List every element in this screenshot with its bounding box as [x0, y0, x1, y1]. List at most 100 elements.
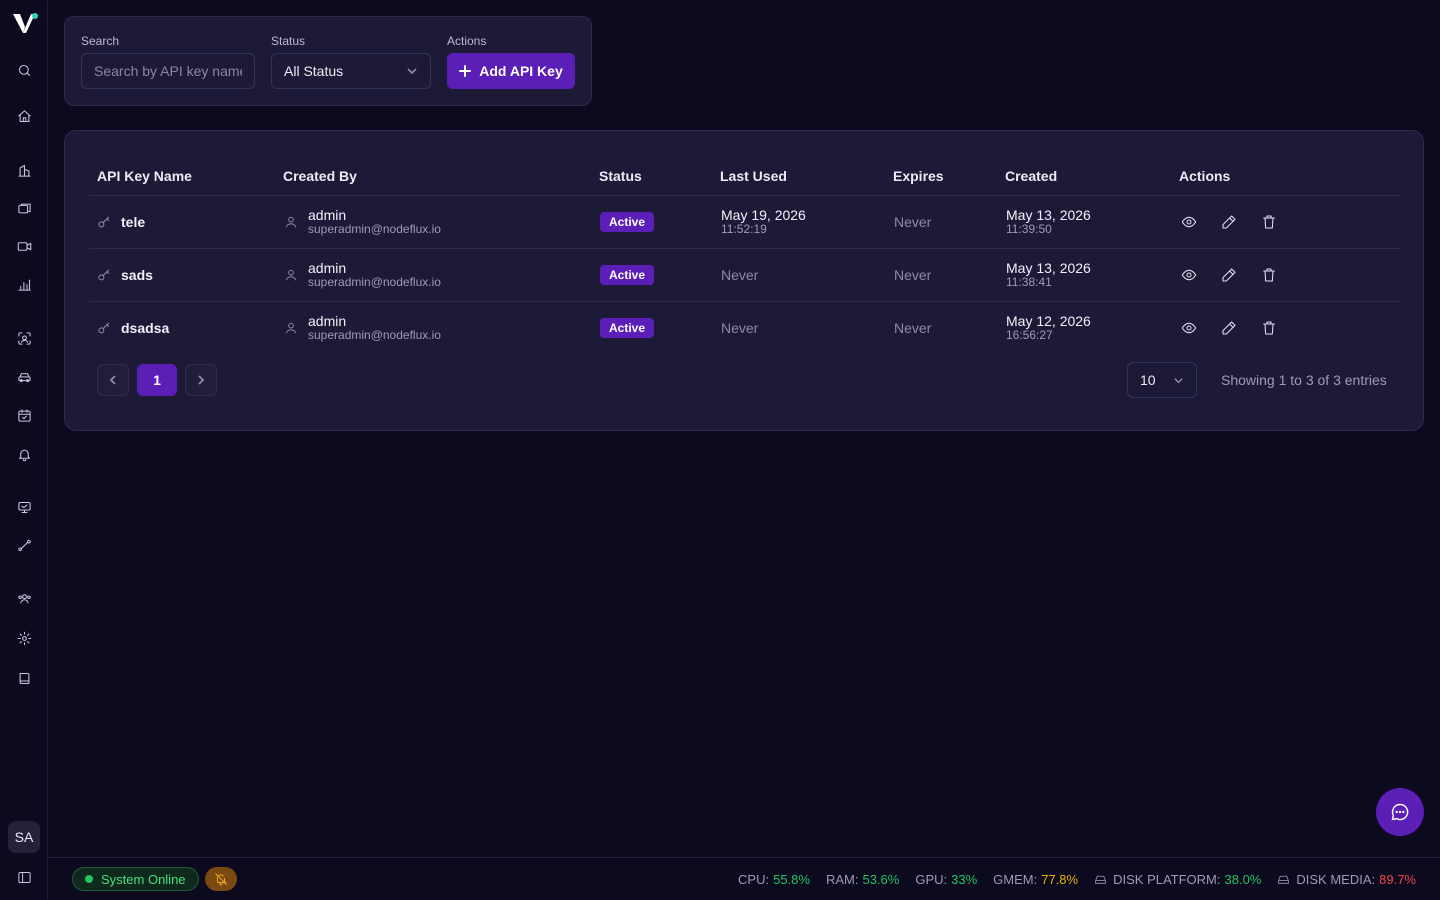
- created-by-cell: admin superadmin@nodeflux.io: [284, 196, 441, 248]
- gmem-value: 77.8%: [1041, 871, 1079, 887]
- created-time: 11:38:41: [1006, 275, 1052, 290]
- edit-icon[interactable]: [1220, 213, 1238, 231]
- status-label: Status: [271, 34, 306, 48]
- last-used-cell: May 19, 2026 11:52:19: [721, 196, 806, 248]
- header-status: Status: [599, 168, 642, 184]
- created-time: 11:39:50: [1006, 222, 1052, 237]
- camera-icon[interactable]: [14, 236, 34, 256]
- settings-icon[interactable]: [14, 628, 34, 648]
- online-dot-icon: [85, 875, 93, 883]
- next-page-button[interactable]: [185, 364, 217, 396]
- gpu-label: GPU:: [915, 871, 948, 887]
- edit-icon[interactable]: [1220, 266, 1238, 284]
- key-name-cell: dsadsa: [97, 302, 169, 354]
- view-icon[interactable]: [1180, 213, 1198, 231]
- actions-cell: [1180, 302, 1278, 354]
- delete-icon[interactable]: [1260, 266, 1278, 284]
- expires-cell: Never: [894, 249, 931, 301]
- ram-value: 53.6%: [862, 871, 900, 887]
- delete-icon[interactable]: [1260, 213, 1278, 231]
- last-used-date: May 19, 2026: [721, 207, 806, 224]
- avatar[interactable]: SA: [8, 821, 40, 853]
- bell-icon[interactable]: [14, 444, 34, 464]
- ram-metric: RAM: 53.6%: [826, 872, 899, 887]
- add-api-key-button[interactable]: Add API Key: [447, 53, 575, 89]
- expires-value: Never: [894, 214, 932, 230]
- users-icon[interactable]: [14, 588, 34, 608]
- header-last-used: Last Used: [720, 168, 787, 184]
- chevron-left-icon: [109, 375, 116, 385]
- status-select-value: All Status: [284, 63, 344, 79]
- bar-chart-icon[interactable]: [14, 274, 34, 294]
- chat-icon: [1391, 803, 1409, 821]
- key-name-cell: sads: [97, 249, 153, 301]
- row-divider: [89, 248, 1400, 249]
- car-icon[interactable]: [14, 367, 34, 387]
- face-scan-icon[interactable]: [14, 328, 34, 348]
- table-row: dsadsa admin superadmin@nodeflux.io Acti…: [89, 302, 1400, 355]
- ram-label: RAM:: [825, 871, 859, 887]
- created-time: 16:56:27: [1006, 328, 1053, 343]
- view-icon[interactable]: [1180, 319, 1198, 337]
- page-1-button[interactable]: 1: [137, 364, 177, 396]
- user-icon: [285, 216, 297, 228]
- sidebar: SA: [0, 0, 48, 900]
- header-expires: Expires: [893, 168, 944, 184]
- system-online-badge: System Online: [72, 867, 199, 891]
- notifications-muted-button[interactable]: [205, 867, 237, 891]
- expires-value: Never: [894, 320, 932, 336]
- building-icon[interactable]: [14, 160, 34, 180]
- key-icon: [98, 269, 110, 280]
- search-icon[interactable]: [14, 60, 34, 80]
- status-badge: Active: [600, 265, 655, 285]
- creator-email: superadmin@nodeflux.io: [308, 328, 441, 343]
- key-name-cell: tele: [97, 196, 145, 248]
- created-date: May 13, 2026: [1006, 207, 1091, 224]
- chevron-down-icon: [407, 68, 417, 75]
- status-bar: System Online CPU: 55.8% RAM: 53.6% GPU:…: [48, 857, 1440, 900]
- calendar-icon[interactable]: [14, 405, 34, 425]
- actions-label: Actions: [447, 34, 487, 48]
- last-used-date: Never: [721, 320, 759, 336]
- filter-card: Search Status All Status Actions Add API…: [64, 16, 592, 106]
- status-select[interactable]: All Status: [271, 53, 431, 89]
- header-divider: [89, 195, 1400, 196]
- route-icon[interactable]: [14, 535, 34, 555]
- status-badge: Active: [600, 212, 655, 232]
- search-input[interactable]: [81, 53, 255, 89]
- logo-icon[interactable]: [12, 11, 38, 35]
- sidebar-toggle-icon[interactable]: [14, 867, 34, 887]
- prev-page-button[interactable]: [97, 364, 129, 396]
- header-actions: Actions: [1179, 168, 1231, 184]
- chevron-right-icon: [198, 375, 205, 385]
- bell-off-icon: [215, 873, 227, 886]
- home-icon[interactable]: [14, 106, 34, 126]
- add-api-key-label: Add API Key: [479, 63, 563, 79]
- created-date: May 12, 2026: [1006, 313, 1091, 330]
- expires-cell: Never: [894, 302, 931, 354]
- view-icon[interactable]: [1180, 266, 1198, 284]
- cpu-value: 55.8%: [773, 871, 810, 887]
- expires-value: Never: [894, 267, 932, 283]
- header-created-by: Created By: [283, 168, 357, 184]
- cpu-label: CPU:: [738, 871, 770, 887]
- table-row: sads admin superadmin@nodeflux.io Active…: [89, 249, 1400, 302]
- monitor-icon[interactable]: [14, 497, 34, 517]
- status-cell: Active: [600, 249, 655, 301]
- key-name: tele: [121, 214, 146, 230]
- status-badge: Active: [600, 318, 655, 338]
- delete-icon[interactable]: [1260, 319, 1278, 337]
- disk-platform-label: DISK PLATFORM:: [1113, 871, 1221, 887]
- book-icon[interactable]: [14, 668, 34, 688]
- page-size-select[interactable]: 10: [1127, 362, 1197, 398]
- gmem-label: GMEM:: [993, 871, 1038, 887]
- status-cell: Active: [600, 302, 655, 354]
- search-label: Search: [81, 34, 120, 48]
- disk-media-value: 89.7%: [1379, 871, 1416, 887]
- last-used-time: 11:52:19: [721, 222, 767, 237]
- chat-button[interactable]: [1376, 788, 1424, 836]
- gpu-value: 33%: [951, 871, 978, 887]
- edit-icon[interactable]: [1220, 319, 1238, 337]
- layers-icon[interactable]: [14, 198, 34, 218]
- last-used-cell: Never: [721, 302, 758, 354]
